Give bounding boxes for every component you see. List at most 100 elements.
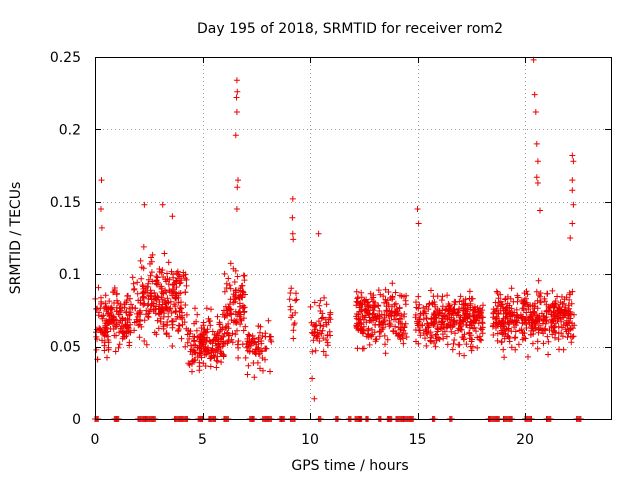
data-point: [215, 338, 222, 345]
data-point: [172, 303, 179, 310]
data-point: [498, 338, 505, 345]
data-point: [170, 274, 177, 281]
data-point: [249, 332, 256, 339]
data-point: [163, 330, 170, 337]
data-point: [173, 308, 179, 314]
data-point: [505, 325, 512, 332]
data-point: [202, 363, 209, 369]
data-point: [565, 319, 572, 326]
data-point: [143, 311, 150, 318]
data-point: [513, 317, 520, 324]
data-point: [363, 306, 370, 313]
y-tick-label: 0.05: [50, 340, 81, 356]
data-point: [534, 180, 541, 186]
data-point: [231, 293, 238, 300]
data-point: [372, 321, 379, 328]
data-point: [365, 330, 371, 337]
data-point: [117, 325, 124, 332]
data-point: [534, 305, 541, 312]
data-point: [178, 335, 185, 342]
data-point: [382, 321, 389, 328]
data-point: [134, 279, 141, 286]
data-point: [107, 325, 114, 332]
data-point: [522, 335, 529, 342]
data-point: [475, 308, 482, 315]
data-point: [431, 301, 438, 308]
data-point: [149, 278, 156, 285]
data-point: [392, 316, 399, 323]
data-point: [98, 224, 105, 231]
data-point: [434, 293, 441, 300]
data-point: [213, 357, 220, 364]
axis-ticks: 0 5 10 15 20 0 0.05 0.1 0.15 0.2 0.25: [50, 50, 611, 448]
data-point: [508, 285, 515, 292]
data-point: [498, 327, 505, 334]
data-point: [291, 320, 298, 327]
data-point: [366, 302, 373, 309]
data-point: [504, 300, 511, 307]
data-point: [467, 312, 473, 319]
data-point: [439, 303, 446, 310]
data-point: [144, 302, 151, 309]
data-point: [147, 272, 154, 279]
data-point: [251, 335, 257, 342]
data-point: [226, 301, 233, 308]
data-point: [511, 335, 518, 341]
data-point: [197, 350, 204, 357]
data-point: [288, 314, 295, 321]
data-point: [471, 303, 478, 310]
data-point: [141, 317, 148, 324]
data-point: [265, 317, 272, 324]
data-point: [370, 317, 377, 324]
data-point: [173, 270, 180, 277]
data-point: [176, 273, 183, 280]
data-point: [378, 328, 385, 335]
data-point: [114, 297, 120, 304]
data-point: [494, 290, 501, 296]
data-point: [101, 305, 108, 312]
data-point: [287, 290, 294, 296]
data-point: [239, 282, 246, 289]
data-point: [524, 301, 531, 308]
data-point: [389, 280, 396, 287]
data-point: [499, 305, 506, 312]
data-point: [147, 287, 154, 294]
data-point: [544, 333, 551, 340]
data-point: [166, 276, 173, 283]
data-point: [160, 274, 167, 280]
data-point: [388, 313, 395, 320]
data-point: [469, 307, 476, 314]
data-point: [565, 302, 572, 309]
data-point: [318, 315, 325, 322]
data-point: [432, 314, 439, 321]
data-point: [436, 319, 442, 326]
data-point: [192, 305, 198, 312]
data-point: [382, 341, 388, 348]
data-point: [107, 305, 114, 312]
data-point: [358, 301, 365, 308]
data-point: [157, 315, 164, 322]
y-tick-label: 0.1: [59, 267, 81, 283]
data-point: [228, 310, 235, 317]
data-point: [462, 302, 469, 309]
data-point: [494, 321, 501, 328]
data-point: [376, 308, 383, 314]
data-point: [502, 320, 509, 326]
data-point: [209, 328, 216, 335]
grid-layer: [95, 57, 611, 419]
data-point: [194, 311, 201, 318]
data-point: [311, 395, 318, 402]
data-point: [289, 230, 296, 237]
data-point: [556, 346, 562, 353]
data-point: [397, 292, 403, 299]
data-point: [436, 307, 443, 314]
data-point: [564, 334, 571, 341]
data-point: [540, 330, 547, 337]
data-point: [207, 322, 214, 329]
data-point: [214, 346, 221, 353]
data-point: [189, 351, 196, 358]
data-point: [178, 305, 184, 312]
data-point: [138, 275, 145, 282]
data-point: [225, 337, 232, 343]
data-point: [167, 305, 174, 312]
